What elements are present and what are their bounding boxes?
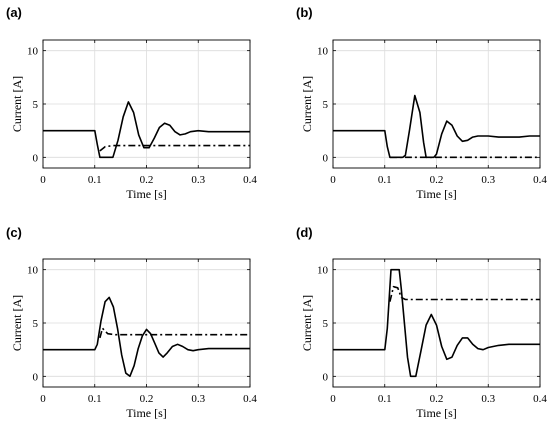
y-axis-title: Current [A] <box>300 76 314 132</box>
panel-a: (a) 0 0.1 0.2 0.3 0.4 0 5 10 Time [s] Current [A] <box>6 5 257 201</box>
x-tick-label: 0 <box>40 393 46 405</box>
panel-label: (c) <box>6 225 22 240</box>
x-tick-label: 0.1 <box>88 174 102 186</box>
y-tick-label: 10 <box>27 265 39 277</box>
x-tick-label: 0.2 <box>140 174 154 186</box>
x-tick-label: 0.2 <box>430 174 444 186</box>
y-tick-label: 5 <box>33 318 39 330</box>
series-line-dashdot <box>99 144 250 152</box>
series-line-solid <box>43 101 250 159</box>
x-tick-label: 0.1 <box>378 393 392 405</box>
x-tick-label: 0.2 <box>140 393 154 405</box>
x-axis-title: Time [s] <box>416 406 457 420</box>
panel-label: (d) <box>296 225 313 240</box>
panel-c: (c) 0 0.1 0.2 0.3 0.4 0 5 10 Time [s] Current [A] <box>6 225 257 420</box>
series-line-solid <box>43 296 250 378</box>
x-tick-label: 0.4 <box>533 174 547 186</box>
series-line-dashdot <box>389 285 540 302</box>
x-tick-label: 0.3 <box>481 174 495 186</box>
y-tick-label: 5 <box>323 318 329 330</box>
series-line-solid <box>333 94 540 159</box>
y-tick-label: 10 <box>317 265 329 277</box>
y-tick-label: 5 <box>33 99 39 111</box>
series-line-dashdot <box>99 327 250 339</box>
y-tick-label: 0 <box>33 152 39 164</box>
x-tick-label: 0.4 <box>533 393 547 405</box>
y-axis-title: Current [A] <box>10 295 24 351</box>
x-tick-label: 0.4 <box>243 393 257 405</box>
x-tick-label: 0.2 <box>430 393 444 405</box>
panel-d: (d) 0 0.1 0.2 0.3 0.4 0 5 10 Time [s] Current [A] <box>296 225 547 420</box>
y-tick-label: 5 <box>323 99 329 111</box>
series-line-solid <box>333 268 540 378</box>
x-axis-title: Time [s] <box>416 187 457 201</box>
x-axis-title: Time [s] <box>126 187 167 201</box>
x-tick-label: 0.3 <box>191 393 205 405</box>
x-tick-label: 0.3 <box>191 174 205 186</box>
x-tick-label: 0.4 <box>243 174 257 186</box>
panel-b: (b) 0 0.1 0.2 0.3 0.4 0 5 10 Time [s] Current [A] <box>296 5 547 201</box>
y-tick-label: 0 <box>323 371 329 383</box>
x-tick-label: 0.1 <box>88 393 102 405</box>
x-tick-label: 0.3 <box>481 393 495 405</box>
y-tick-label: 0 <box>323 152 329 164</box>
y-tick-label: 0 <box>33 371 39 383</box>
x-axis-title: Time [s] <box>126 406 167 420</box>
y-axis-title: Current [A] <box>300 295 314 351</box>
x-tick-label: 0 <box>40 174 46 186</box>
y-axis-title: Current [A] <box>10 76 24 132</box>
panel-label: (b) <box>296 5 313 20</box>
x-tick-label: 0 <box>330 393 336 405</box>
x-tick-label: 0.1 <box>378 174 392 186</box>
y-tick-label: 10 <box>317 46 329 58</box>
y-tick-label: 10 <box>27 46 39 58</box>
panel-label: (a) <box>6 5 22 20</box>
x-tick-label: 0 <box>330 174 336 186</box>
